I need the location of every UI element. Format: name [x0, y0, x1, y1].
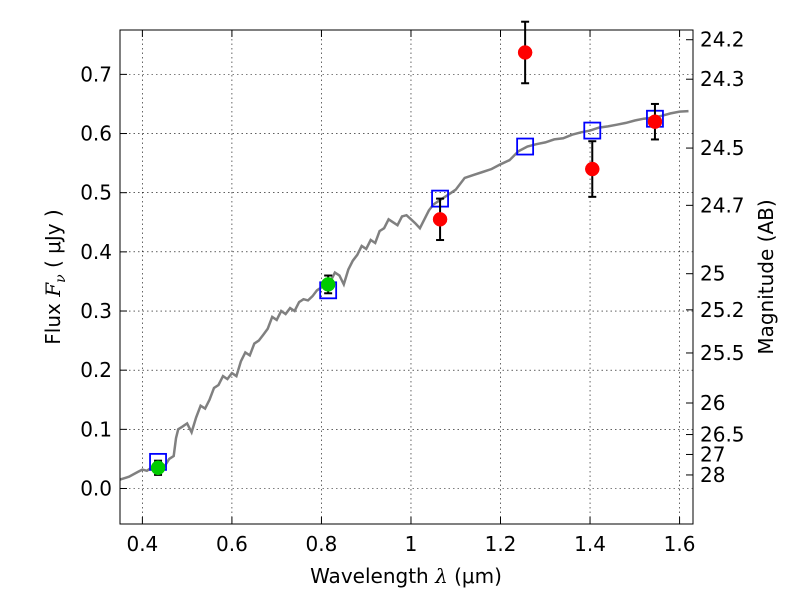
magnitude-tick-label: 25.5 — [700, 341, 745, 365]
magnitude-tick-label: 26.5 — [700, 423, 745, 447]
green-data-point — [320, 277, 336, 292]
x-tick-label: 1.4 — [574, 532, 606, 556]
magnitude-tick-label: 24.2 — [700, 28, 745, 52]
y-tick-label: 0.6 — [80, 122, 112, 146]
x-tick-label: 0.6 — [216, 532, 248, 556]
y-axis-label: Flux Fν ( μJy ) — [41, 209, 69, 344]
x-tick-label: 0.4 — [126, 532, 158, 556]
tick-marks — [120, 30, 693, 524]
y-tick-label: 0.3 — [80, 299, 112, 323]
magnitude-tick-label: 24.5 — [700, 136, 745, 160]
y-tick-label: 0.4 — [80, 240, 112, 264]
magnitude-tick-label: 25.2 — [700, 298, 745, 322]
x-tick-label: 1.2 — [485, 532, 517, 556]
x-tick-label: 1 — [405, 532, 418, 556]
y-tick-label: 0.0 — [80, 477, 112, 501]
magnitude-tick-label: 24.7 — [700, 193, 745, 217]
magnitude-tick-label: 26 — [700, 391, 725, 415]
x-tick-label: 1.6 — [664, 532, 696, 556]
sed-model-line — [119, 109, 689, 481]
red-data-point — [647, 114, 663, 129]
magnitude-tick-label: 24.3 — [700, 67, 745, 91]
x-tick-labels: 0.4 0.6 0.8 1 1.2 1.4 1.6 — [126, 532, 695, 556]
y-tick-labels: 0.0 0.1 0.2 0.3 0.4 0.5 0.6 0.7 — [80, 62, 112, 500]
magnitude-tick-label: 25 — [700, 262, 725, 286]
grid-lines — [120, 30, 693, 524]
plot-frame — [119, 29, 694, 525]
x-axis-label: Wavelength λ (μm) — [310, 564, 502, 588]
y-tick-label: 0.7 — [80, 62, 112, 86]
y-tick-label: 0.2 — [80, 358, 112, 382]
y-tick-label: 0.5 — [80, 181, 112, 205]
data-markers — [149, 20, 664, 476]
red-data-point — [517, 45, 533, 60]
green-data-point — [150, 460, 166, 476]
red-data-point — [585, 161, 600, 177]
y2-axis-label: Magnitude (AB) — [754, 199, 778, 354]
magnitude-tick-label: 28 — [700, 463, 725, 487]
y-tick-label: 0.1 — [80, 417, 112, 441]
model-band-square — [516, 137, 535, 156]
magnitude-tick-label: 27 — [700, 442, 725, 466]
model-band-square — [583, 121, 602, 140]
x-tick-label: 0.8 — [306, 532, 338, 556]
red-data-point — [432, 212, 448, 227]
